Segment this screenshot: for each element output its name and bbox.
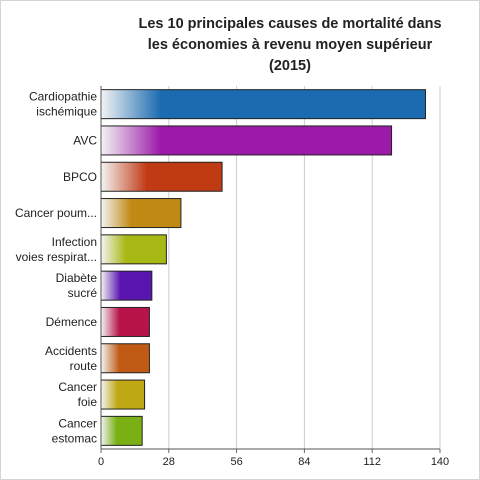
bar[interactable] [100,306,150,337]
bar[interactable] [100,89,426,120]
bar[interactable] [100,270,153,301]
bar[interactable] [100,343,150,374]
bar[interactable] [100,415,143,446]
category-label: Accidents [45,344,97,358]
chart-title-line-3: (2015) [269,58,311,74]
category-label: BPCO [63,170,97,184]
bar-layer [100,89,426,446]
chart-title-line-1: Les 10 principales causes de mortalité d… [138,16,442,32]
category-label: route [70,359,98,373]
bar[interactable] [100,161,223,192]
category-label: sucré [68,286,98,300]
chart-title-line-2: les économies à revenu moyen supérieur [147,37,433,53]
bar[interactable] [100,125,393,156]
x-tick-label: 140 [431,456,449,468]
bar[interactable] [100,198,182,229]
category-label: foie [78,395,98,409]
x-tick-label: 56 [230,456,242,468]
category-label: voies respirat... [16,250,97,264]
x-tick-label: 84 [298,456,310,468]
bar[interactable] [100,379,146,410]
chart-title: Les 10 principales causes de mortalité d… [100,14,480,77]
category-label: Diabète [56,271,98,285]
x-tick-label: 112 [363,456,381,468]
x-tick-label: 28 [163,456,175,468]
category-label: Cancer [58,416,97,430]
category-label: Cardiopathie [29,90,97,104]
category-label: ischémique [36,105,97,119]
bar[interactable] [100,234,167,265]
category-label: Cancer [58,380,97,394]
x-tick-label: 0 [98,456,104,468]
category-label: AVC [73,133,97,147]
category-label: Démence [46,315,98,329]
category-label: Infection [52,235,97,249]
category-label: estomac [52,431,97,445]
category-label: Cancer poum... [15,206,97,220]
axis-layer [100,86,441,453]
